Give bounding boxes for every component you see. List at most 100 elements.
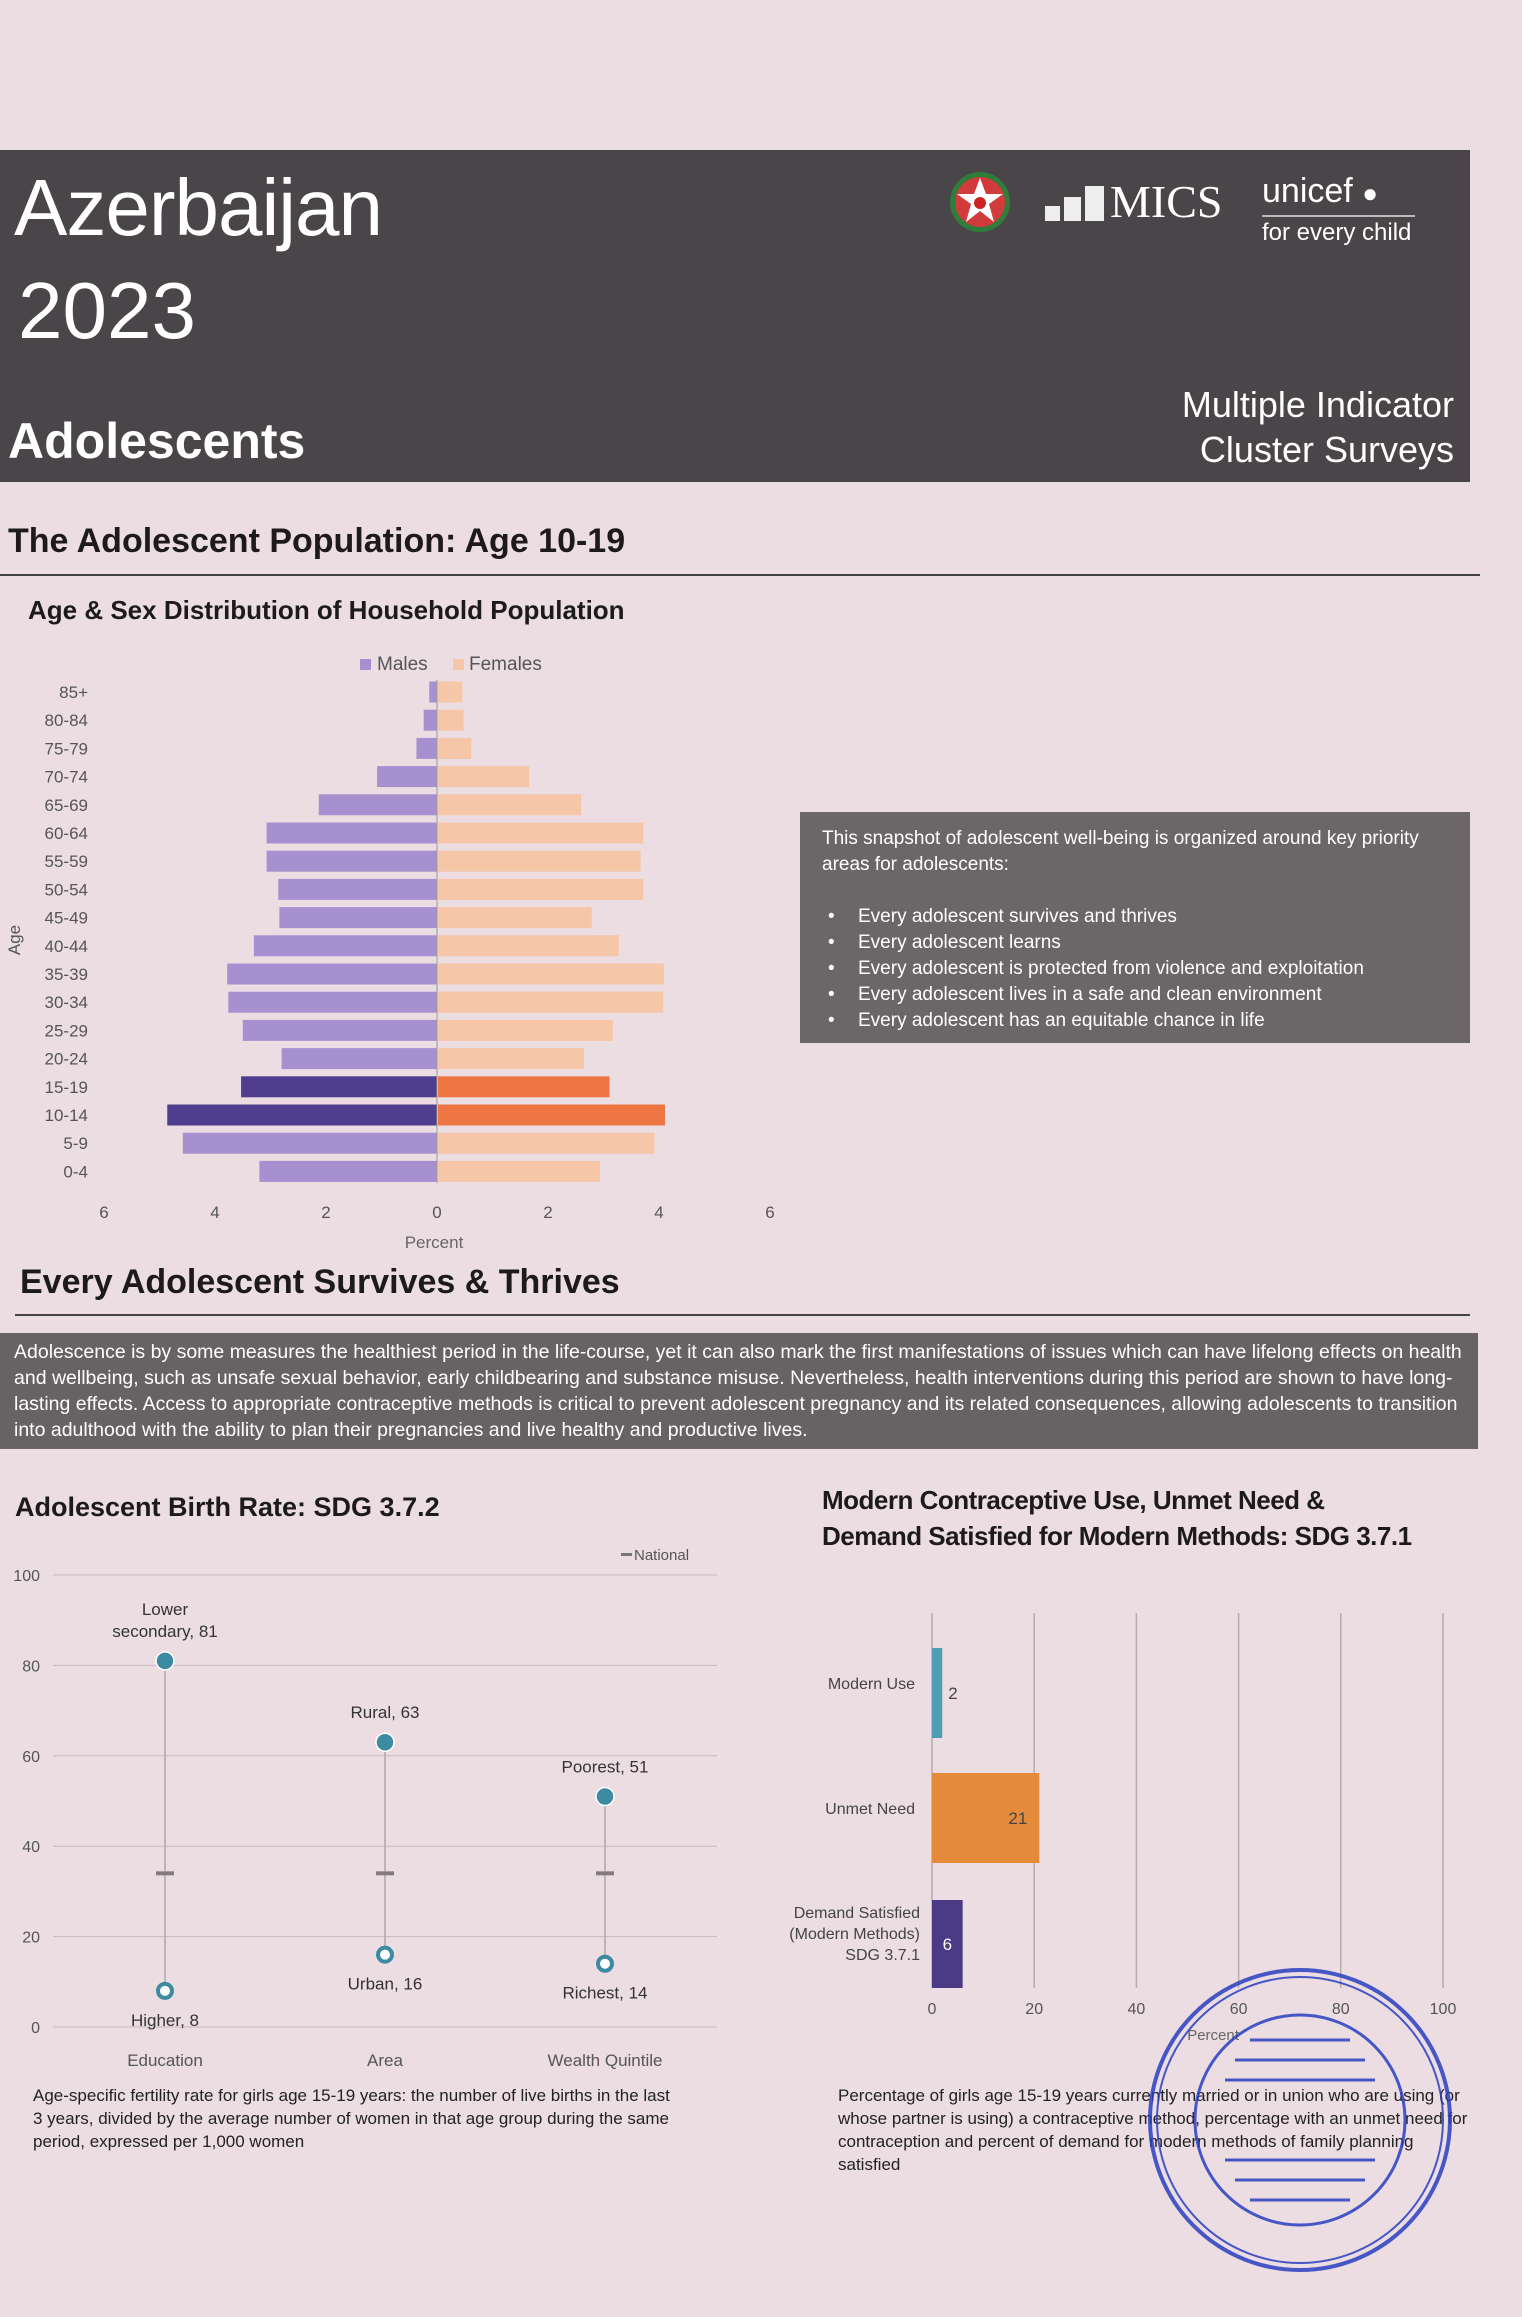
female-bar bbox=[438, 1048, 584, 1070]
x-tick-label: 0 bbox=[928, 2001, 937, 2018]
x-tick-label: 20 bbox=[1025, 2001, 1043, 2018]
category-label: Unmet Need bbox=[825, 1801, 915, 1818]
x-tick-label: 6 bbox=[765, 1203, 774, 1222]
national-marker bbox=[596, 1871, 614, 1876]
age-label: 80-84 bbox=[45, 711, 88, 730]
female-bar bbox=[438, 681, 463, 703]
male-bar bbox=[377, 766, 437, 788]
priority-areas-box: This snapshot of adolescent well-being i… bbox=[800, 812, 1470, 1043]
high-point bbox=[155, 1651, 175, 1671]
priority-list: Every adolescent survives and thrivesEve… bbox=[822, 904, 1448, 1034]
age-label: 50-54 bbox=[45, 880, 88, 899]
category-label: Education bbox=[127, 2051, 203, 2070]
male-bar bbox=[281, 1048, 437, 1070]
age-label: 5-9 bbox=[63, 1134, 88, 1153]
male-bar bbox=[279, 907, 437, 929]
bar bbox=[932, 1773, 1040, 1863]
female-bar bbox=[438, 963, 664, 985]
section-divider bbox=[0, 574, 1480, 576]
unicef-logo-text: unicef bbox=[1262, 172, 1353, 210]
contraceptive-chart: 0 20 40 60 80 100 Percent 2 Modern Use 21 Unmet Ne… bbox=[789, 1613, 1457, 2044]
population-pyramid-chart: Males Females Age Percent 85+ 80-84 75-79 7… bbox=[5, 654, 775, 1252]
age-label: 20-24 bbox=[45, 1050, 88, 1069]
legend-males: Males bbox=[377, 654, 428, 675]
male-bar bbox=[242, 1019, 437, 1041]
male-bar bbox=[266, 822, 437, 844]
bar-value-label: 6 bbox=[943, 1935, 952, 1954]
female-bar bbox=[438, 1160, 601, 1182]
national-marker bbox=[156, 1871, 174, 1876]
bar bbox=[932, 1900, 963, 1988]
mics-logo-text: MICS bbox=[1110, 176, 1223, 227]
age-label: 85+ bbox=[59, 683, 88, 702]
y-tick-label: 60 bbox=[22, 1749, 40, 1766]
female-bar bbox=[438, 935, 619, 957]
birth-rate-footnote: Age-specific fertility rate for girls ag… bbox=[33, 2086, 670, 2151]
high-label: Rural, 63 bbox=[351, 1703, 420, 1722]
female-bar bbox=[438, 850, 641, 872]
survey-year: 2023 bbox=[18, 266, 196, 355]
age-label: 25-29 bbox=[45, 1021, 88, 1040]
bar-value-label: 2 bbox=[948, 1684, 957, 1703]
low-point bbox=[376, 1945, 394, 1964]
y-axis-label: Age bbox=[5, 925, 24, 955]
high-point bbox=[595, 1786, 615, 1807]
age-label: 40-44 bbox=[45, 937, 88, 956]
priority-item: Every adolescent learns bbox=[822, 930, 1448, 956]
x-axis-label: Percent bbox=[1187, 2027, 1240, 2044]
priority-item: Every adolescent has an equitable chance… bbox=[822, 1008, 1448, 1034]
low-point bbox=[156, 1981, 174, 2000]
x-tick-label: 0 bbox=[432, 1203, 441, 1222]
x-tick-label: 40 bbox=[1128, 2001, 1146, 2018]
section-title-survives: Every Adolescent Survives & Thrives bbox=[20, 1263, 620, 1301]
category-label: Wealth Quintile bbox=[548, 2051, 663, 2070]
age-label: 55-59 bbox=[45, 852, 88, 871]
legend-females-swatch bbox=[453, 659, 464, 670]
age-label: 45-49 bbox=[45, 909, 88, 928]
high-label: secondary, 81 bbox=[112, 1622, 218, 1641]
low-label: Urban, 16 bbox=[348, 1975, 423, 1994]
x-tick-label: 100 bbox=[1430, 2001, 1457, 2018]
age-label: 65-69 bbox=[45, 796, 88, 815]
survey-name: Multiple Indicator Cluster Surveys bbox=[1182, 382, 1454, 472]
age-label: 60-64 bbox=[45, 824, 88, 843]
x-tick-label: 2 bbox=[543, 1203, 552, 1222]
age-label: 0-4 bbox=[63, 1162, 88, 1181]
low-label: Higher, 8 bbox=[131, 2011, 199, 2030]
x-tick-label: 80 bbox=[1332, 2001, 1350, 2018]
unicef-logo: unicef ● for every child bbox=[1262, 172, 1415, 247]
birth-rate-chart: National 0 20 40 60 80 100 Lower secondary, 81 H… bbox=[13, 1547, 717, 2070]
survey-name-line2: Cluster Surveys bbox=[1199, 429, 1454, 470]
male-bar bbox=[429, 681, 437, 703]
male-bar bbox=[266, 850, 437, 872]
male-bar bbox=[227, 963, 437, 985]
azerbaijan-emblem-icon bbox=[950, 172, 1010, 232]
female-bar bbox=[438, 709, 464, 731]
age-label: 10-14 bbox=[45, 1106, 88, 1125]
library-stamp bbox=[1148, 1968, 1452, 2272]
female-bar bbox=[438, 822, 644, 844]
male-bar bbox=[423, 709, 437, 731]
y-tick-label: 20 bbox=[22, 1930, 40, 1947]
y-tick-label: 80 bbox=[22, 1658, 40, 1675]
unicef-tagline: for every child bbox=[1262, 219, 1412, 246]
survey-name-line1: Multiple Indicator bbox=[1181, 384, 1454, 425]
male-bar bbox=[253, 935, 437, 957]
x-tick-label: 2 bbox=[321, 1203, 330, 1222]
contraceptive-title-line2: Demand Satisfied for Modern Methods: SDG… bbox=[822, 1521, 1412, 1551]
high-label: Poorest, 51 bbox=[562, 1757, 649, 1776]
country-title: Azerbaijan bbox=[14, 163, 383, 252]
x-tick-label: 6 bbox=[99, 1203, 108, 1222]
male-bar bbox=[241, 1076, 437, 1098]
female-bar bbox=[438, 1076, 610, 1098]
legend-national: National bbox=[634, 1547, 689, 1564]
female-bar bbox=[438, 794, 582, 816]
female-bar bbox=[438, 1104, 665, 1126]
female-bar bbox=[438, 1132, 655, 1154]
male-bar bbox=[278, 878, 437, 900]
male-bar bbox=[416, 737, 437, 759]
male-bar bbox=[182, 1132, 437, 1154]
age-label: 75-79 bbox=[45, 739, 88, 758]
mics-logo: MICS bbox=[1045, 176, 1223, 227]
priority-item: Every adolescent survives and thrives bbox=[822, 904, 1448, 930]
